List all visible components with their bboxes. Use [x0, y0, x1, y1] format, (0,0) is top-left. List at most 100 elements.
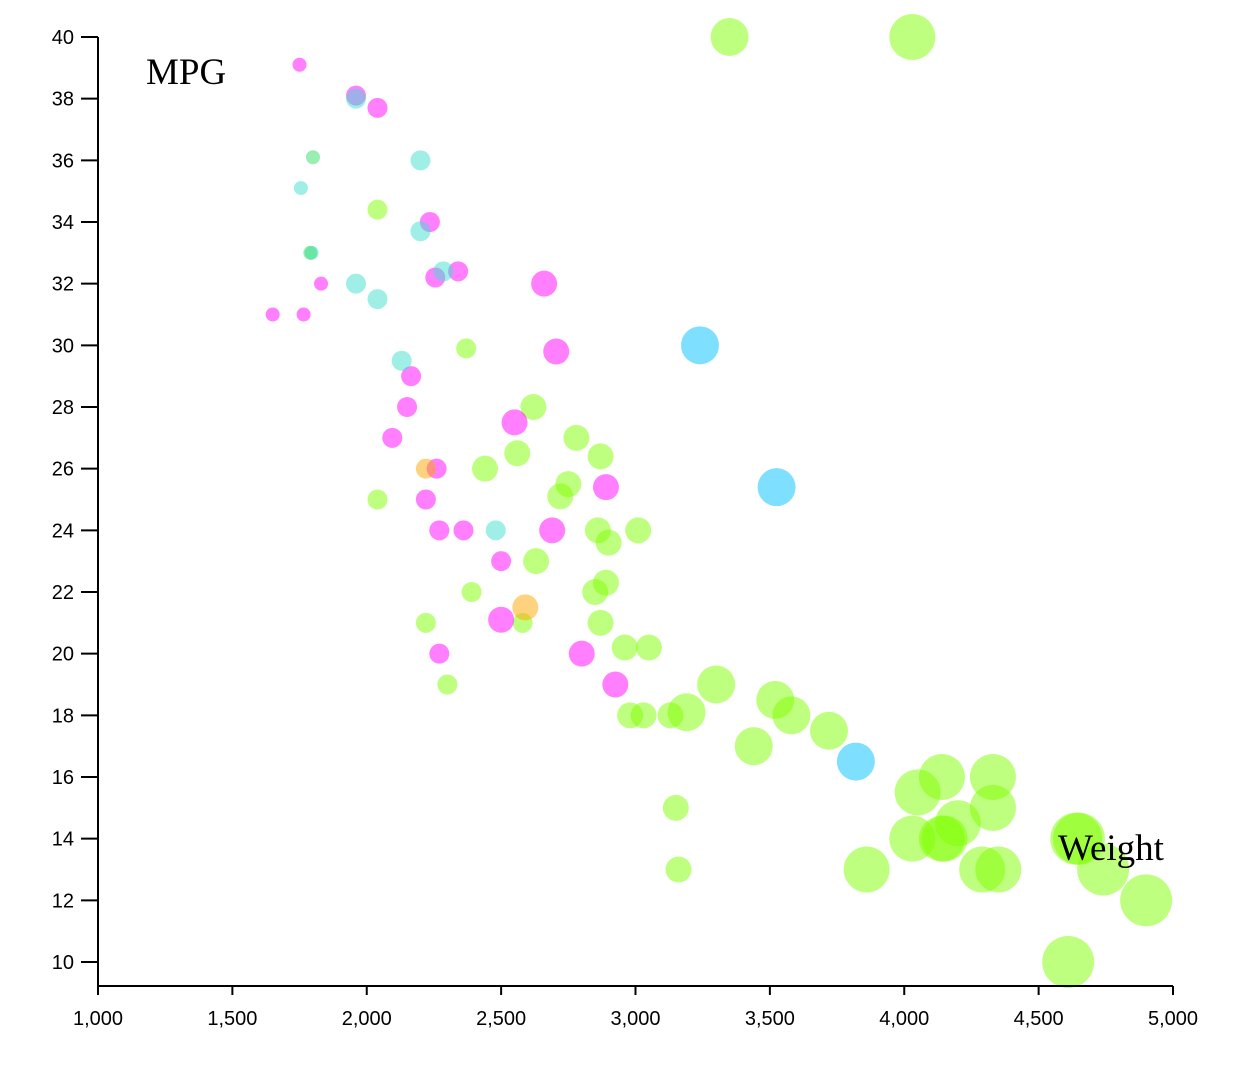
points-layer: [265, 14, 1173, 988]
data-point: [667, 693, 706, 732]
data-point: [314, 276, 329, 291]
data-point: [485, 520, 506, 541]
data-point: [975, 846, 1022, 893]
y-tick-label: 34: [52, 212, 74, 234]
data-point: [1120, 874, 1173, 927]
data-point: [568, 640, 595, 667]
data-point: [303, 245, 318, 260]
data-point: [1042, 936, 1095, 988]
data-point: [382, 427, 403, 448]
data-point: [523, 548, 550, 575]
data-point: [346, 88, 366, 109]
data-point: [367, 489, 388, 510]
data-point: [662, 794, 689, 821]
data-point: [921, 815, 968, 862]
y-axis-ticks: 10 12 14 16 18 20 22 24 26 28 30 32 34 36 38 40: [52, 27, 98, 974]
data-point: [346, 273, 366, 294]
data-point: [611, 634, 638, 661]
x-tick-label: 2,000: [342, 1008, 392, 1030]
data-point: [491, 551, 512, 572]
x-tick-label: 4,500: [1014, 1008, 1064, 1030]
y-tick-label: 28: [52, 397, 74, 419]
data-point: [625, 517, 652, 544]
x-tick-label: 3,000: [610, 1008, 660, 1030]
data-point: [843, 846, 890, 893]
y-tick-label: 24: [52, 520, 74, 542]
data-point: [543, 338, 570, 365]
x-tick-label: 3,500: [745, 1008, 795, 1030]
data-point: [969, 784, 1016, 831]
data-point: [415, 489, 436, 510]
data-point: [265, 307, 280, 322]
data-point: [602, 671, 629, 698]
data-point: [697, 665, 736, 704]
axes-layer: [97, 37, 1173, 987]
data-point: [592, 474, 619, 501]
data-point: [520, 394, 547, 420]
y-tick-label: 10: [52, 952, 74, 974]
y-tick-label: 30: [52, 335, 74, 357]
y-tick-label: 18: [52, 705, 74, 727]
data-point: [367, 97, 388, 118]
data-point: [453, 520, 474, 541]
data-point: [772, 696, 811, 735]
data-point: [429, 643, 450, 664]
data-point: [734, 727, 773, 766]
data-point: [397, 397, 418, 417]
y-tick-label: 20: [52, 644, 74, 666]
data-point: [836, 742, 875, 781]
data-point: [293, 181, 308, 196]
data-point: [1077, 843, 1130, 896]
y-tick-label: 22: [52, 582, 74, 604]
data-point: [296, 307, 311, 322]
data-point: [504, 440, 531, 467]
data-point: [810, 711, 848, 750]
y-tick-label: 38: [52, 89, 74, 111]
data-point: [401, 366, 422, 387]
data-point: [391, 350, 412, 371]
data-point: [410, 150, 431, 171]
data-point: [512, 594, 539, 621]
data-point: [433, 261, 454, 282]
data-point: [437, 674, 458, 695]
data-point: [415, 458, 436, 479]
data-point: [367, 199, 388, 220]
data-point: [681, 326, 719, 365]
x-axis-ticks: 1,000 1,500 2,000 2,500 3,000 3,500 4,000 4,500…: [73, 986, 1198, 1030]
data-point: [501, 409, 528, 436]
data-point: [306, 150, 320, 165]
data-point: [563, 424, 590, 451]
y-tick-label: 40: [52, 27, 74, 49]
x-tick-label: 4,000: [879, 1008, 929, 1030]
data-point: [415, 612, 436, 633]
data-point: [710, 18, 749, 56]
data-point: [456, 338, 477, 359]
data-point: [595, 529, 622, 556]
data-point: [292, 57, 307, 72]
x-axis-title: Weight: [1058, 828, 1165, 869]
data-point: [461, 582, 482, 602]
data-point: [367, 289, 388, 310]
data-point: [582, 579, 609, 605]
data-point: [894, 769, 941, 816]
y-axis-title: MPG: [146, 52, 226, 93]
data-point: [488, 606, 515, 633]
data-point: [630, 702, 657, 729]
y-tick-label: 32: [52, 274, 74, 296]
data-point: [635, 634, 662, 661]
x-tick-label: 5,000: [1148, 1008, 1198, 1030]
y-tick-label: 16: [52, 767, 74, 789]
x-tick-label: 2,500: [476, 1008, 526, 1030]
y-tick-label: 14: [52, 829, 74, 851]
data-point: [410, 221, 431, 242]
data-point: [531, 270, 558, 297]
data-point: [472, 455, 498, 482]
data-point: [665, 856, 692, 883]
data-point: [889, 14, 936, 60]
data-point: [587, 443, 614, 470]
data-point: [757, 468, 796, 507]
x-tick-label: 1,500: [207, 1008, 257, 1030]
x-tick-label: 1,000: [73, 1008, 123, 1030]
data-point: [547, 483, 574, 510]
